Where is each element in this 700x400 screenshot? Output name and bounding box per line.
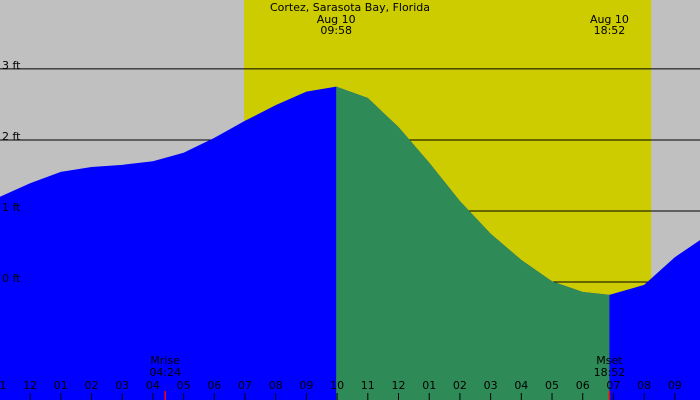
- extreme-time: 18:52: [594, 24, 626, 37]
- x-tick-label: 12: [392, 379, 406, 392]
- chart-title: Cortez, Sarasota Bay, Florida: [270, 1, 430, 14]
- x-tick-label: 11: [0, 379, 6, 392]
- x-tick-label: 09: [668, 379, 682, 392]
- extreme-date: Aug 10: [590, 13, 629, 26]
- x-tick-label: 04: [146, 379, 160, 392]
- y-tick-label: 1 ft: [2, 201, 21, 214]
- falling-tide-area: [336, 86, 610, 400]
- x-tick-label: 03: [115, 379, 129, 392]
- y-tick-label: 0 ft: [2, 272, 21, 285]
- x-tick-label: 08: [637, 379, 651, 392]
- moon-label: Mrise: [150, 354, 180, 367]
- y-tick-label: 2 ft: [2, 130, 21, 143]
- x-tick-label: 01: [422, 379, 436, 392]
- x-tick-label: 04: [514, 379, 528, 392]
- x-tick-label: 06: [207, 379, 221, 392]
- moon-time: 18:52: [594, 366, 626, 379]
- x-tick-label: 12: [23, 379, 37, 392]
- x-tick-label: 08: [269, 379, 283, 392]
- x-tick-label: 07: [606, 379, 620, 392]
- x-tick-label: 07: [238, 379, 252, 392]
- x-tick-label: 06: [576, 379, 590, 392]
- x-tick-label: 11: [361, 379, 375, 392]
- x-tick-label: 02: [453, 379, 467, 392]
- x-tick-label: 10: [330, 379, 344, 392]
- extreme-date: Aug 10: [317, 13, 356, 26]
- y-tick-label: 3 ft: [2, 59, 21, 72]
- moon-time: 04:24: [149, 366, 181, 379]
- x-tick-label: 02: [84, 379, 98, 392]
- extreme-time: 09:58: [320, 24, 352, 37]
- x-tick-label: 05: [545, 379, 559, 392]
- x-tick-label: 01: [54, 379, 68, 392]
- x-tick-label: 09: [299, 379, 313, 392]
- x-tick-label: 03: [484, 379, 498, 392]
- x-tick-label: 05: [177, 379, 191, 392]
- moon-label: Mset: [596, 354, 623, 367]
